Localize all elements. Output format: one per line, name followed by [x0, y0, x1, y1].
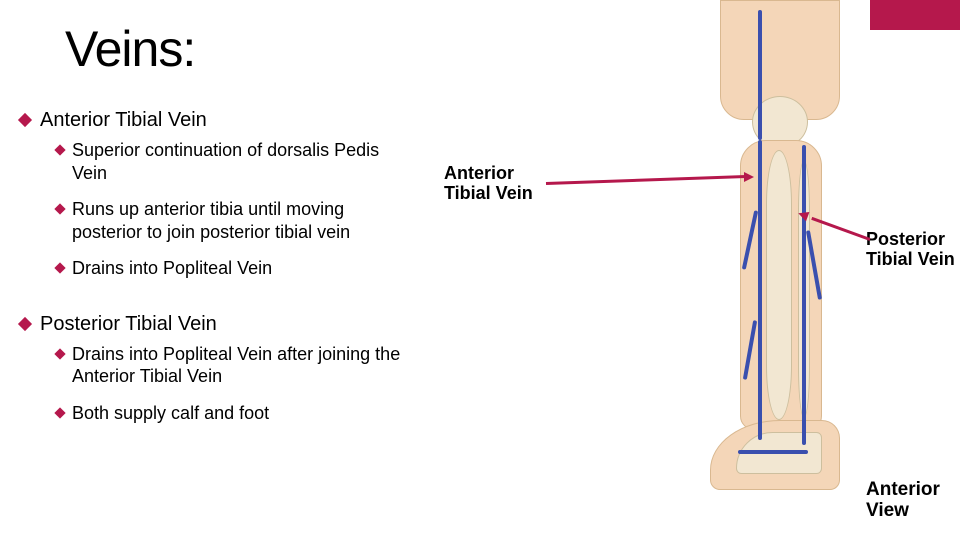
- list-item-text: Superior continuation of dorsalis Pedis …: [72, 139, 410, 184]
- label-anterior-tibial: AnteriorTibial Vein: [440, 162, 537, 206]
- label-text: AnteriorTibial Vein: [444, 163, 533, 203]
- list-item: Both supply calf and foot: [56, 402, 410, 425]
- label-view-caption: AnteriorView: [866, 480, 940, 522]
- section-heading-text: Anterior Tibial Vein: [40, 108, 207, 133]
- diamond-icon: [54, 348, 65, 359]
- anterior-tibial-vein: [758, 140, 762, 440]
- page-title: Veins:: [65, 20, 195, 78]
- list-item: Runs up anterior tibia until moving post…: [56, 198, 410, 243]
- list-item-text: Both supply calf and foot: [72, 402, 269, 425]
- list-item-text: Drains into Popliteal Vein: [72, 257, 272, 280]
- tibia-shape: [766, 150, 792, 420]
- anterior-tibial-vein: [758, 10, 762, 140]
- list-item-text: Drains into Popliteal Vein after joining…: [72, 343, 410, 388]
- section-heading-text: Posterior Tibial Vein: [40, 312, 217, 337]
- section-heading: Posterior Tibial Vein: [20, 312, 410, 337]
- label-text: PosteriorTibial Vein: [866, 229, 955, 269]
- diamond-icon: [18, 316, 32, 330]
- posterior-tibial-vein: [802, 145, 806, 445]
- diamond-icon: [54, 407, 65, 418]
- section-heading: Anterior Tibial Vein: [20, 108, 410, 133]
- list-item-text: Runs up anterior tibia until moving post…: [72, 198, 410, 243]
- diamond-icon: [18, 113, 32, 127]
- diamond-icon: [54, 144, 65, 155]
- label-posterior-tibial: PosteriorTibial Vein: [862, 228, 959, 272]
- diamond-icon: [54, 203, 65, 214]
- dorsal-vein: [738, 450, 808, 454]
- arrow-head-icon: [744, 172, 754, 182]
- content-outline: Anterior Tibial Vein Superior continuati…: [20, 108, 410, 438]
- list-item: Superior continuation of dorsalis Pedis …: [56, 139, 410, 184]
- diamond-icon: [54, 262, 65, 273]
- label-text: AnteriorView: [866, 479, 940, 521]
- leg-diagram: [640, 0, 900, 540]
- list-item: Drains into Popliteal Vein after joining…: [56, 343, 410, 388]
- list-item: Drains into Popliteal Vein: [56, 257, 410, 280]
